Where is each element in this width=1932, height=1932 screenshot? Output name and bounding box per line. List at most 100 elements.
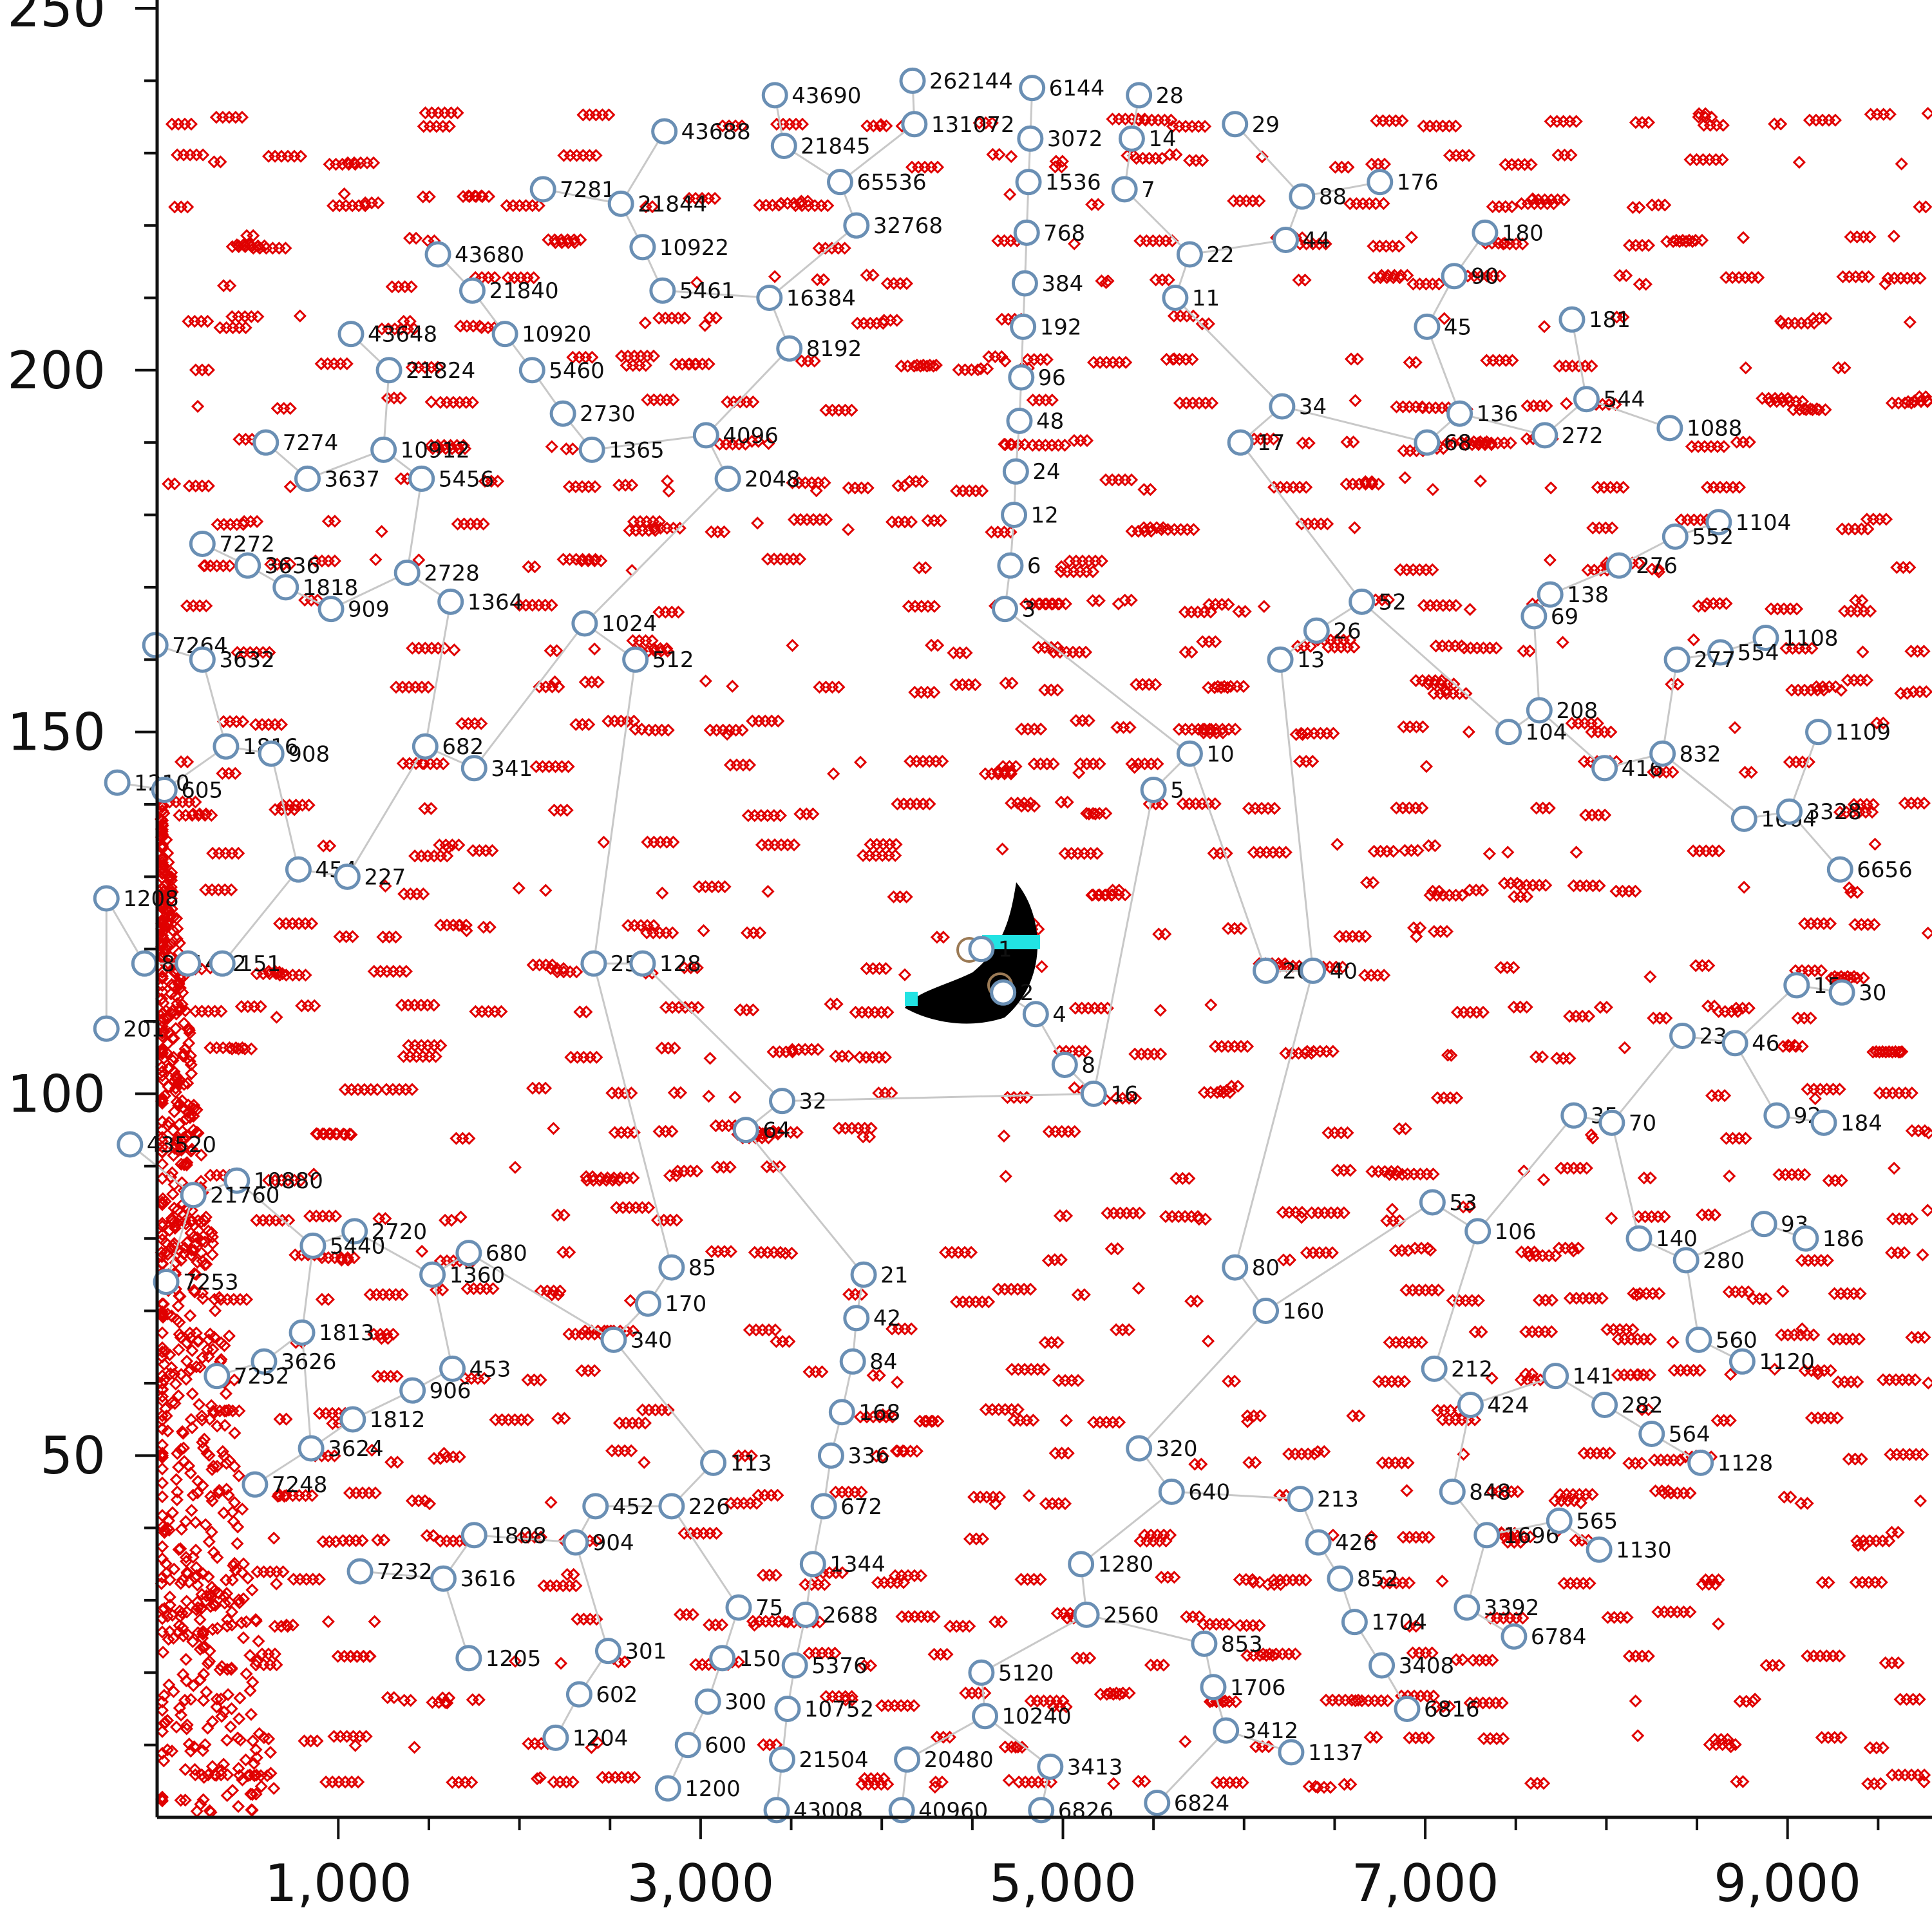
red-diamond-marker [1917, 797, 1931, 810]
red-diamond-marker [1401, 269, 1414, 282]
red-diamond-marker [214, 1336, 228, 1350]
red-diamond-marker [1583, 1577, 1596, 1590]
red-diamond-marker [1863, 230, 1877, 244]
red-diamond-marker [1545, 1325, 1558, 1339]
red-diamond-marker [155, 1446, 169, 1460]
red-diamond-marker [1523, 1530, 1537, 1544]
graph-node: 3413 [1037, 1753, 1122, 1780]
node-label: 320 [1156, 1436, 1198, 1462]
red-diamond-marker [177, 1247, 191, 1261]
red-diamond-marker [743, 758, 757, 772]
red-diamond-marker [201, 314, 214, 328]
red-diamond-marker [164, 1367, 177, 1381]
red-diamond-marker [1415, 1336, 1428, 1349]
node-label: 32 [799, 1089, 826, 1115]
red-diamond-marker [1155, 797, 1169, 811]
red-diamond-marker [254, 999, 267, 1014]
red-diamond-marker [228, 1495, 242, 1510]
node-label: 46 [1752, 1031, 1779, 1057]
cyan-highlight-bar [982, 935, 1040, 949]
red-diamond-marker [1540, 399, 1553, 413]
red-diamond-marker [1309, 1779, 1322, 1794]
red-diamond-marker [155, 1625, 169, 1639]
node-label: 1704 [1371, 1610, 1427, 1636]
red-diamond-marker [1861, 522, 1875, 536]
node-circle [1287, 1486, 1314, 1513]
red-diamond-marker [566, 1775, 580, 1789]
red-diamond-marker [1129, 1092, 1142, 1105]
red-diamond-marker [1423, 1244, 1437, 1257]
node-label: 672 [840, 1494, 882, 1520]
graph-node: 141 [1542, 1363, 1615, 1390]
red-diamond-marker [477, 1372, 491, 1385]
red-diamond-marker [1891, 1656, 1905, 1670]
red-diamond-marker [623, 1294, 638, 1307]
red-diamond-marker [808, 354, 821, 368]
red-diamond-marker [155, 853, 169, 867]
red-diamond-marker [919, 561, 933, 574]
red-diamond-marker [864, 1659, 878, 1672]
red-diamond-marker [155, 1228, 169, 1242]
red-diamond-marker [163, 938, 177, 952]
red-diamond-marker [1520, 1000, 1533, 1014]
red-diamond-marker [935, 1776, 949, 1789]
red-diamond-marker [236, 1773, 249, 1787]
node-circle [580, 950, 607, 977]
red-diamond-marker [1739, 361, 1752, 375]
red-diamond-marker [971, 363, 985, 377]
red-diamond-marker [508, 1160, 522, 1174]
red-diamond-marker [1347, 435, 1360, 449]
graph-node: 22 [1176, 241, 1235, 268]
red-diamond-marker [1446, 436, 1461, 450]
red-diamond-marker [717, 525, 731, 539]
graph-edge [1234, 971, 1314, 1268]
red-diamond-marker [724, 1245, 738, 1258]
red-diamond-marker [1236, 679, 1251, 693]
graph-node: 184 [1810, 1109, 1882, 1136]
graph-node: 280 [1672, 1247, 1745, 1274]
graph-node: 276 [1605, 552, 1678, 579]
red-diamond-marker [647, 918, 661, 933]
red-diamond-marker [1853, 1287, 1867, 1300]
red-diamond-marker [1695, 234, 1709, 247]
red-diamond-marker [1642, 1403, 1655, 1416]
red-diamond-marker [196, 1441, 211, 1455]
red-diamond-marker [1196, 154, 1209, 167]
red-diamond-marker [1385, 1202, 1399, 1216]
red-diamond-marker [156, 1074, 170, 1087]
red-diamond-marker [1537, 1173, 1551, 1186]
red-diamond-marker [178, 1042, 192, 1056]
node-circle [1118, 125, 1145, 152]
node-circle [1752, 625, 1779, 652]
red-diamond-marker [1318, 1444, 1331, 1459]
red-diamond-marker [186, 1550, 200, 1564]
red-diamond-marker [272, 1488, 286, 1501]
red-diamond-marker [1068, 1124, 1081, 1139]
red-diamond-marker [545, 440, 558, 453]
red-diamond-marker [1426, 1168, 1440, 1181]
red-diamond-marker [936, 931, 951, 944]
graph-edge [431, 1274, 453, 1369]
red-diamond-marker [175, 1176, 189, 1189]
red-diamond-marker [1908, 1373, 1922, 1387]
red-diamond-marker [206, 1343, 220, 1356]
red-diamond-marker [1506, 354, 1519, 367]
red-diamond-marker [786, 639, 799, 652]
red-diamond-marker [207, 1459, 220, 1473]
red-diamond-marker [1605, 1211, 1618, 1225]
red-diamond-marker [589, 149, 603, 162]
red-diamond-marker [440, 849, 454, 863]
red-diamond-marker [1111, 1242, 1124, 1256]
node-circle [1792, 1225, 1819, 1252]
red-diamond-marker [243, 1684, 257, 1698]
graph-edge [1138, 1310, 1267, 1449]
red-diamond-marker [1027, 1414, 1040, 1427]
red-diamond-marker [1090, 847, 1104, 860]
red-diamond-marker [904, 515, 918, 529]
red-diamond-marker [1331, 837, 1344, 851]
graph-node: 21504 [768, 1746, 869, 1773]
red-diamond-marker [1801, 1497, 1814, 1510]
red-diamond-marker [1231, 1079, 1245, 1093]
red-diamond-marker [182, 1738, 196, 1751]
red-diamond-marker [198, 1258, 212, 1272]
